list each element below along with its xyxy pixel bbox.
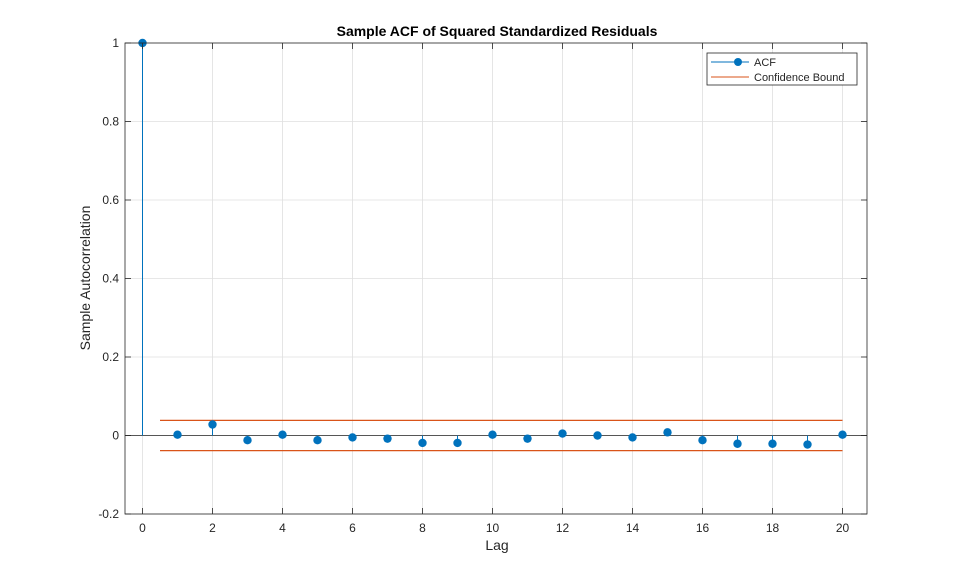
y-tick-label: 0 <box>112 429 119 443</box>
legend-box <box>706 52 858 86</box>
x-tick-label: 12 <box>556 521 570 535</box>
x-tick-label: 4 <box>279 521 286 535</box>
legend-bound-label: Confidence Bound <box>754 72 845 84</box>
acf-point <box>173 430 182 439</box>
acf-point <box>208 420 217 429</box>
y-tick-label: 0.8 <box>102 115 119 129</box>
acf-point <box>698 436 707 445</box>
acf-point <box>278 430 287 439</box>
x-tick-label: 2 <box>209 521 216 535</box>
acf-point <box>768 439 777 448</box>
acf-point <box>663 428 672 437</box>
x-tick-label: 8 <box>419 521 426 535</box>
acf-point <box>243 436 252 445</box>
x-tick-label: 10 <box>486 521 500 535</box>
acf-point <box>348 433 357 442</box>
acf-point <box>488 430 497 439</box>
acf-point <box>558 429 567 438</box>
acf-point <box>803 440 812 449</box>
x-tick-label: 0 <box>139 521 146 535</box>
y-tick-label: -0.2 <box>98 507 119 521</box>
acf-point <box>313 436 322 445</box>
acf-point <box>453 438 462 448</box>
acf-point <box>628 433 637 442</box>
x-tick-label: 16 <box>696 521 710 535</box>
y-tick-label: 1 <box>112 36 119 50</box>
x-tick-label: 6 <box>349 521 356 535</box>
chart-title: Sample ACF of Squared Standardized Resid… <box>337 23 658 39</box>
x-axis-label: Lag <box>485 537 508 553</box>
legend-acf-marker <box>734 58 742 66</box>
x-tick-label: 14 <box>626 521 640 535</box>
legend-acf-label: ACF <box>754 57 776 69</box>
legend: ACF Confidence Bound <box>706 52 858 86</box>
x-tick-label: 20 <box>836 521 850 535</box>
y-tick-label: 0.4 <box>102 272 119 286</box>
acf-point <box>383 434 392 443</box>
y-tick-label: 0.2 <box>102 350 119 364</box>
axis-ticks: 0 2 4 6 8 10 12 14 16 18 20 -0.2 0 0.2 0.4 0.6 0.8 1 <box>98 36 867 535</box>
acf-stems <box>138 38 847 449</box>
acf-point <box>838 430 847 439</box>
y-tick-label: 0.6 <box>102 193 119 207</box>
acf-point <box>418 438 427 448</box>
acf-point <box>593 431 602 440</box>
acf-point <box>523 434 532 443</box>
confidence-bounds <box>160 419 843 452</box>
acf-point <box>733 439 742 448</box>
x-tick-label: 18 <box>766 521 780 535</box>
y-axis-label: Sample Autocorrelation <box>77 206 93 351</box>
